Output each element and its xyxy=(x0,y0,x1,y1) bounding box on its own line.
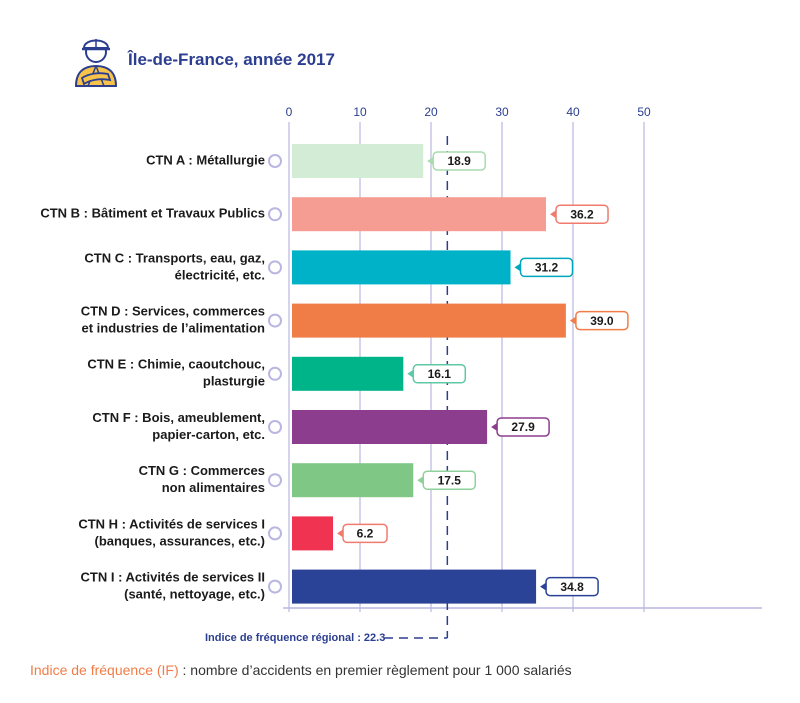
bar xyxy=(292,410,488,444)
x-tick-label: 20 xyxy=(424,105,438,119)
category-label: CTN I : Activités de services II xyxy=(81,570,265,585)
value-label-box xyxy=(519,257,574,278)
footnote-term: Indice de fréquence (IF) xyxy=(30,662,179,678)
bar xyxy=(292,144,424,178)
category-label: CTN E : Chimie, caoutchouc, xyxy=(87,357,265,372)
construction-worker-icon xyxy=(74,39,118,87)
category-label: non alimentaires xyxy=(162,480,265,495)
bar xyxy=(292,569,537,604)
chart-title: Île-de-France, année 2017 xyxy=(128,50,335,69)
value-label-box xyxy=(432,151,486,171)
category-label: CTN F : Bois, ameublement, xyxy=(92,410,265,425)
row-marker xyxy=(268,473,282,488)
value-label: 16.1 xyxy=(428,367,452,381)
row-marker xyxy=(268,420,282,434)
row-marker xyxy=(268,526,282,541)
value-label-box xyxy=(575,310,629,331)
value-label-box xyxy=(422,470,476,490)
label-pointer xyxy=(337,529,344,538)
row-marker xyxy=(268,313,282,328)
x-tick-label: 10 xyxy=(353,105,367,119)
category-label: CTN H : Activités de services I xyxy=(78,516,265,531)
value-label-box xyxy=(496,417,550,437)
category-label: plasturgie xyxy=(203,374,265,389)
row-marker xyxy=(268,579,282,594)
label-pointer xyxy=(540,582,547,591)
x-tick-label: 40 xyxy=(566,105,580,119)
row-marker xyxy=(268,154,282,168)
value-label: 39.0 xyxy=(590,314,614,328)
row-marker xyxy=(268,366,282,381)
category-label: papier-carton, etc. xyxy=(152,427,265,442)
x-tick-label: 50 xyxy=(637,105,651,119)
category-label: CTN C : Transports, eau, gaz, xyxy=(84,250,265,265)
x-tick-label: 30 xyxy=(495,105,509,119)
label-pointer xyxy=(514,263,521,272)
label-pointer xyxy=(550,210,557,219)
value-label: 27.9 xyxy=(511,420,535,434)
row-marker xyxy=(268,207,282,222)
value-label-box xyxy=(555,204,609,224)
bar xyxy=(292,303,566,338)
footnote: Indice de fréquence (IF) : nombre d’acci… xyxy=(30,662,572,678)
value-label: 17.5 xyxy=(438,473,462,487)
bar xyxy=(292,356,404,391)
value-label: 31.2 xyxy=(535,261,559,275)
row-marker xyxy=(268,260,282,275)
value-label: 34.8 xyxy=(560,580,584,594)
bar xyxy=(292,197,547,232)
bar xyxy=(292,250,511,285)
label-pointer xyxy=(407,369,414,378)
label-pointer xyxy=(427,157,434,165)
x-tick-label: 0 xyxy=(286,105,293,119)
value-label: 6.2 xyxy=(357,527,374,541)
category-label: (banques, assurances, etc.) xyxy=(94,533,265,548)
chart-header: Île-de-France, année 2017 xyxy=(72,26,335,90)
category-label: (santé, nettoyage, etc.) xyxy=(124,587,265,602)
category-label: CTN A : Métallurgie xyxy=(146,152,265,167)
bar xyxy=(292,463,414,498)
value-label-box xyxy=(342,523,388,544)
category-label: électricité, etc. xyxy=(175,267,265,282)
value-label: 18.9 xyxy=(448,154,472,168)
reference-label: Indice de fréquence régional : 22.3 xyxy=(205,632,385,644)
label-pointer xyxy=(569,316,576,325)
category-label: CTN D : Services, commerces xyxy=(81,304,265,319)
category-label: et industries de l’alimentation xyxy=(82,321,266,336)
value-label-box xyxy=(545,576,599,597)
category-label: CTN B : Bâtiment et Travaux Publics xyxy=(40,206,265,221)
value-label-box xyxy=(412,364,467,384)
label-pointer xyxy=(417,476,424,485)
value-label: 36.2 xyxy=(570,207,594,221)
bar xyxy=(292,516,334,551)
label-pointer xyxy=(491,423,498,431)
category-label: CTN G : Commerces xyxy=(139,463,265,478)
footnote-text: : nombre d’accidents en premier règlemen… xyxy=(178,662,572,678)
